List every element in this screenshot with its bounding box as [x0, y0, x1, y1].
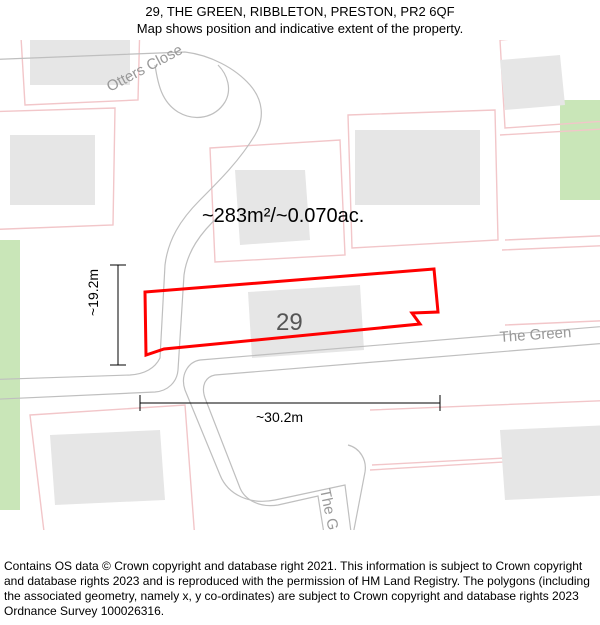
header: 29, THE GREEN, RIBBLETON, PRESTON, PR2 6…: [0, 4, 600, 38]
height-dimension-label: ~19.2m: [85, 269, 101, 316]
road-label-the-green: The Green: [499, 324, 572, 346]
width-dimension-label: ~30.2m: [256, 409, 303, 425]
page: 29, THE GREEN, RIBBLETON, PRESTON, PR2 6…: [0, 0, 600, 625]
road-label-the-green-spur: The Green: [316, 487, 348, 530]
property-map: ~283m²/~0.070ac.29~19.2m~30.2mOtters Clo…: [0, 40, 600, 530]
area-label: ~283m²/~0.070ac.: [202, 205, 364, 227]
header-title: 29, THE GREEN, RIBBLETON, PRESTON, PR2 6…: [0, 4, 600, 21]
property-number-label: 29: [276, 309, 303, 336]
copyright-footer: Contains OS data © Crown copyright and d…: [4, 559, 596, 619]
header-subtitle: Map shows position and indicative extent…: [0, 21, 600, 38]
map-svg: ~283m²/~0.070ac.29~19.2m~30.2mOtters Clo…: [0, 40, 600, 530]
